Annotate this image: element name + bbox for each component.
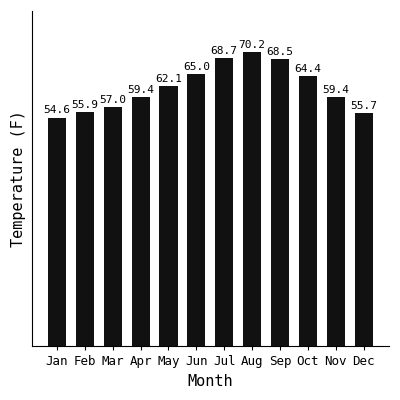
- Text: 59.4: 59.4: [322, 85, 349, 95]
- Text: 57.0: 57.0: [99, 95, 126, 105]
- Bar: [48, 118, 66, 346]
- Text: 62.1: 62.1: [155, 74, 182, 84]
- Text: 59.4: 59.4: [127, 85, 154, 95]
- Text: 65.0: 65.0: [183, 62, 210, 72]
- Bar: [299, 76, 317, 346]
- Bar: [104, 108, 122, 346]
- Text: 55.7: 55.7: [350, 101, 377, 111]
- Text: 54.6: 54.6: [44, 106, 70, 116]
- Text: 68.7: 68.7: [211, 46, 238, 56]
- Bar: [160, 86, 178, 346]
- Text: 70.2: 70.2: [238, 40, 266, 50]
- Text: 68.5: 68.5: [266, 47, 294, 57]
- Text: 64.4: 64.4: [294, 64, 321, 74]
- Bar: [271, 59, 289, 346]
- Bar: [215, 58, 233, 346]
- Text: 55.9: 55.9: [71, 100, 98, 110]
- Bar: [187, 74, 205, 346]
- X-axis label: Month: Month: [188, 374, 233, 389]
- Y-axis label: Temperature (F): Temperature (F): [11, 110, 26, 247]
- Bar: [354, 113, 373, 346]
- Bar: [327, 98, 345, 346]
- Bar: [132, 98, 150, 346]
- Bar: [243, 52, 261, 346]
- Bar: [76, 112, 94, 346]
